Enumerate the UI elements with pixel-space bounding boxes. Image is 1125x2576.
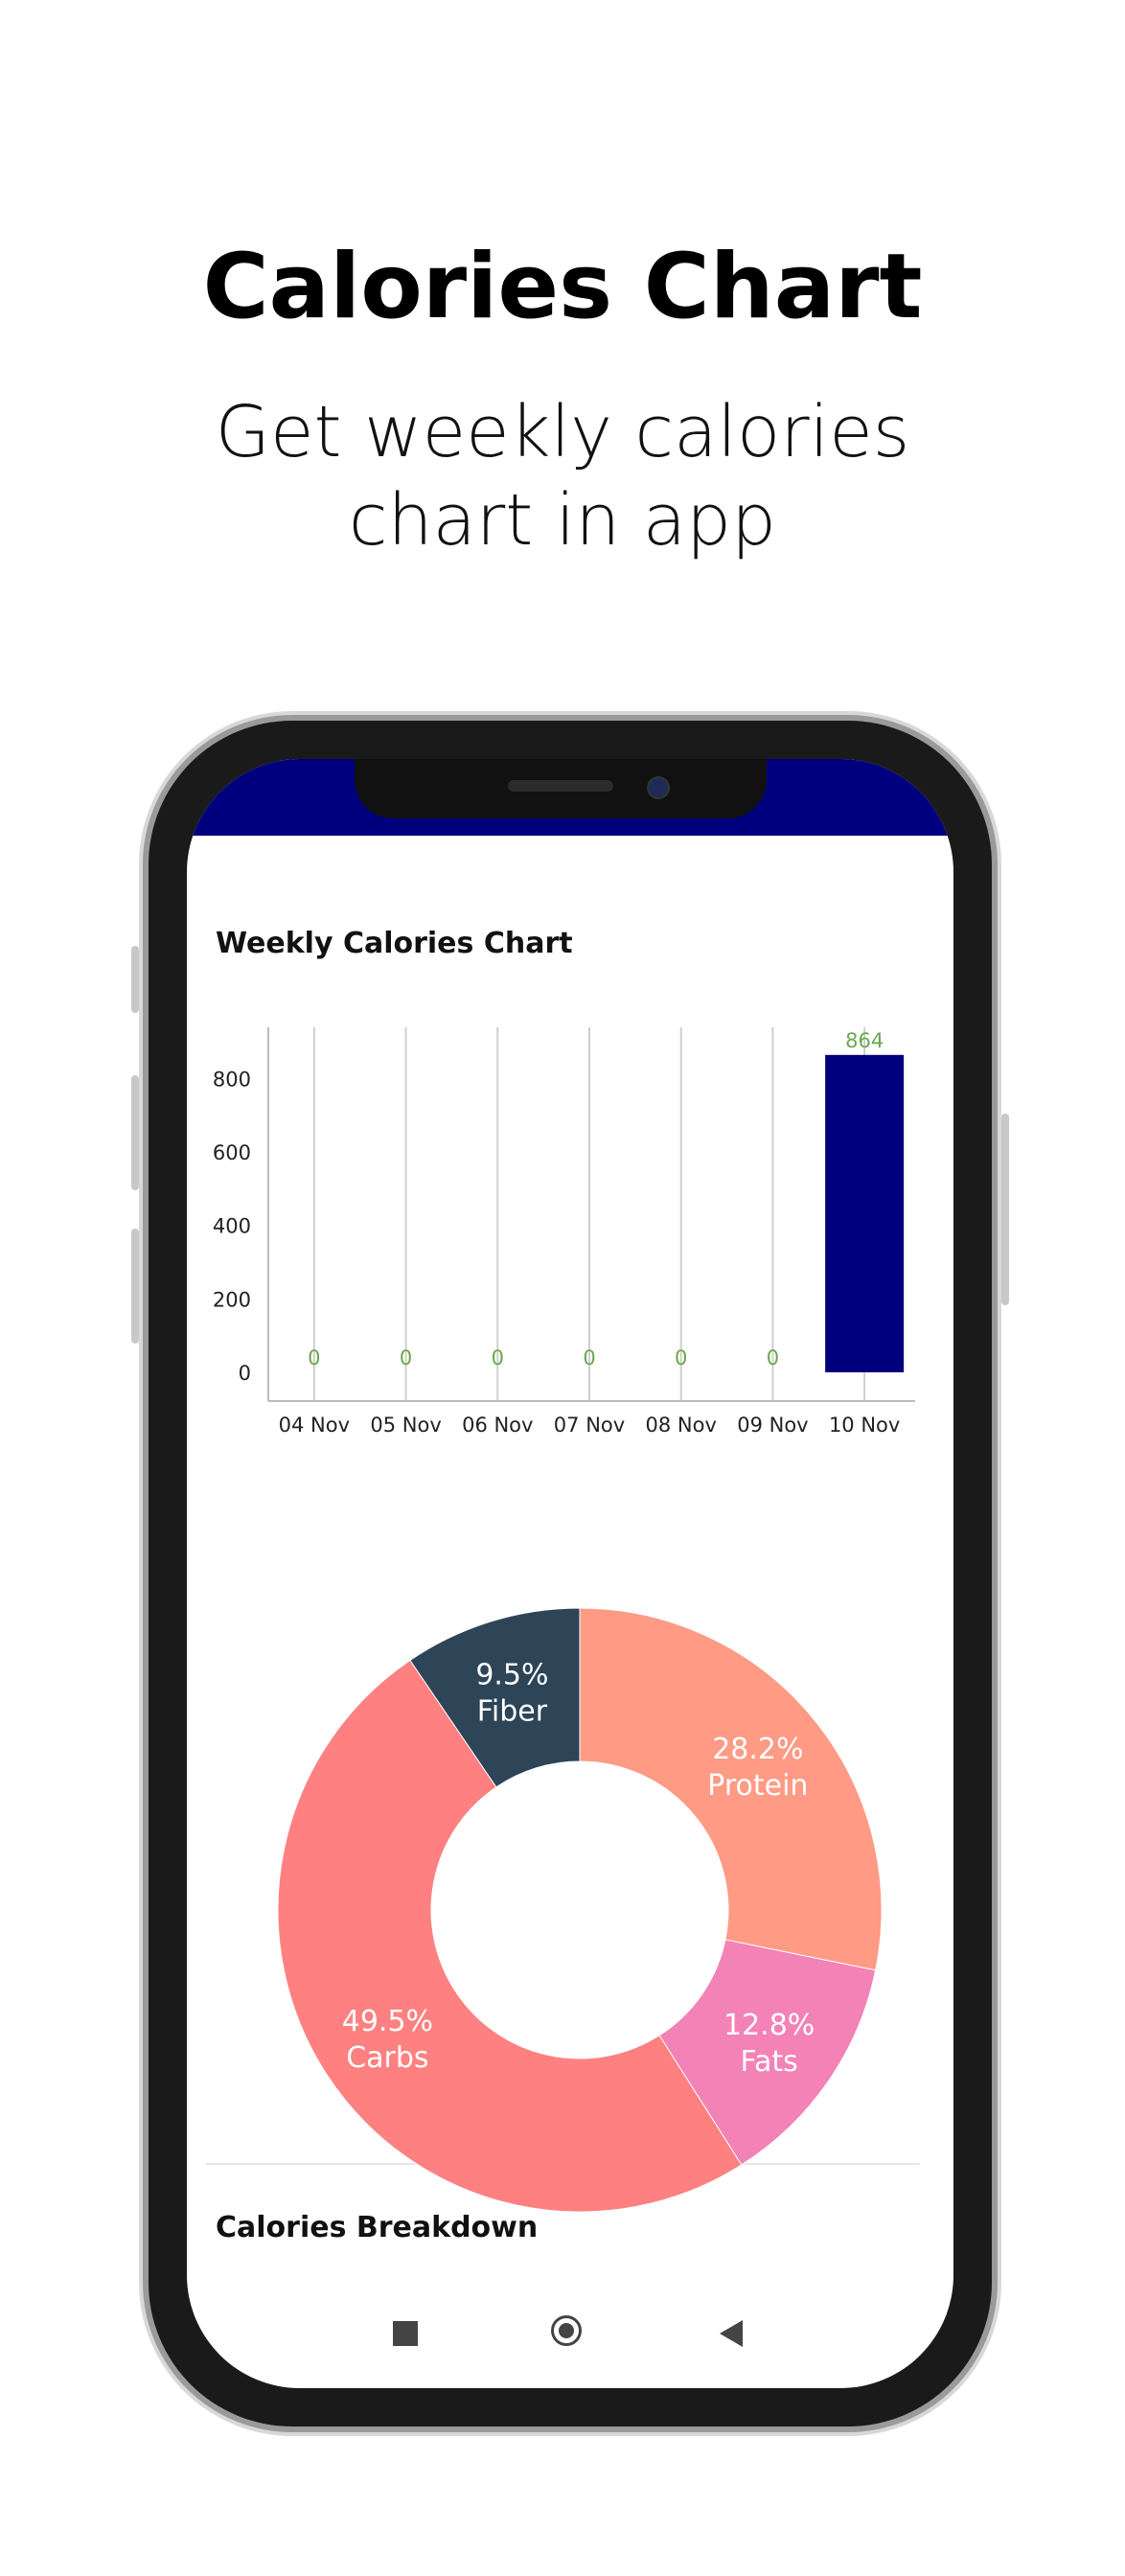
breakdown-chart-title: Calories Breakdown [216, 2211, 539, 2244]
calories-breakdown-chart: 28.2%Protein 12.8%Fats 49.5%Carbs 9.5%Fiber [277, 1607, 883, 2213]
promo-subtitle: Get weekly calories chart in app [0, 388, 1125, 564]
slice-name-label: Fats [741, 2045, 798, 2079]
triangle-back-icon[interactable] [720, 2320, 743, 2347]
side-button-left-2 [131, 1075, 139, 1190]
weekly-chart-title: Weekly Calories Chart [216, 927, 573, 960]
bar-value-label: 0 [400, 1346, 412, 1369]
side-button-left-1 [131, 946, 139, 1013]
promo-subtitle-line1: Get weekly calories [215, 391, 910, 473]
slice-fiber [409, 1607, 581, 1788]
bar-value-label: 0 [492, 1346, 504, 1369]
y-tick-label: 600 [213, 1141, 251, 1164]
camera [647, 776, 670, 799]
slice-carbs [277, 1659, 743, 2213]
square-icon[interactable] [393, 2321, 418, 2346]
circle-home-icon[interactable] [551, 2315, 582, 2346]
x-tick-label: 08 Nov [646, 1414, 717, 1437]
side-button-right [1001, 1114, 1009, 1305]
bar-value-label: 0 [767, 1346, 779, 1369]
x-tick-label: 07 Nov [554, 1414, 625, 1437]
slice-name-label: Protein [707, 1769, 808, 1803]
promo-title: Calories Chart [202, 235, 923, 339]
x-tick-label: 05 Nov [370, 1414, 441, 1437]
slice-name-label: Fiber [477, 1695, 548, 1729]
slice-percent-label: 49.5% [342, 2005, 433, 2038]
nav-bar [187, 2310, 953, 2367]
x-tick-label: 09 Nov [737, 1414, 808, 1437]
y-tick-label: 200 [213, 1288, 251, 1311]
speaker [508, 780, 613, 792]
y-tick-label: 0 [239, 1362, 251, 1385]
bar-value-label: 0 [583, 1346, 595, 1369]
bar-value-label: 0 [308, 1346, 320, 1369]
slice-name-label: Carbs [346, 2041, 428, 2075]
home-dot [559, 2323, 574, 2338]
promo-subtitle-line2: chart in app [348, 479, 777, 562]
bar-value-label: 0 [675, 1346, 687, 1369]
notch [355, 759, 767, 818]
x-tick-label: 10 Nov [829, 1414, 900, 1437]
slice-protein [579, 1607, 883, 1971]
x-tick-label: 04 Nov [279, 1414, 350, 1437]
x-tick-label: 06 Nov [462, 1414, 533, 1437]
slice-fats [658, 1939, 877, 2166]
weekly-calories-chart: 0 200 400 600 800 0 04 Nov 0 05 Nov 0 06 Nov 0 07 No… [213, 1027, 915, 1437]
slice-percent-label: 9.5% [475, 1659, 548, 1692]
y-tick-label: 400 [213, 1215, 251, 1238]
bar-10-nov [825, 1054, 905, 1372]
side-button-left-3 [131, 1229, 139, 1344]
y-tick-label: 800 [213, 1068, 251, 1091]
bar-value-label: 864 [845, 1029, 884, 1052]
slice-percent-label: 28.2% [712, 1733, 803, 1766]
slice-percent-label: 12.8% [723, 2009, 815, 2042]
